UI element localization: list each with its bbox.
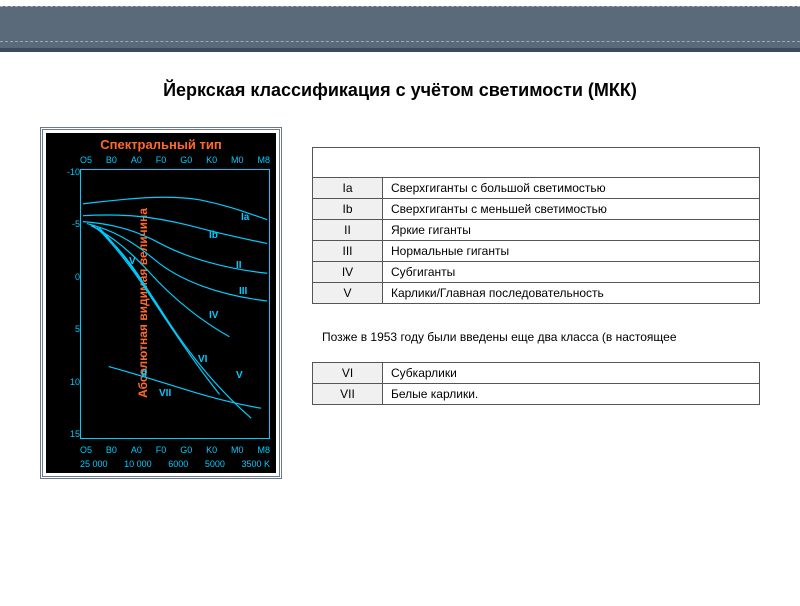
xcat: M8 xyxy=(257,445,270,455)
temp: 5000 xyxy=(205,459,225,469)
ytick: 0 xyxy=(66,272,80,282)
page-title: Йеркская классификация с учётом светимос… xyxy=(0,80,800,101)
right-column: IaСверхгиганты с большой светимостью IbС… xyxy=(312,127,760,405)
xcat: O5 xyxy=(80,445,92,455)
x-axis-bot: O5 B0 A0 F0 G0 K0 M0 M8 xyxy=(80,445,270,455)
x-axis-top: O5 B0 A0 F0 G0 K0 M0 M8 xyxy=(80,155,270,165)
class-cell: IV xyxy=(313,262,383,283)
label-VI: VI xyxy=(198,354,207,365)
xcat: B0 xyxy=(106,445,117,455)
table-row: VIСубкарлики xyxy=(313,363,760,384)
xcat: B0 xyxy=(106,155,117,165)
temperature-scale: 25 000 10 000 6000 5000 3500 K xyxy=(80,459,270,469)
chart-title: Спектральный тип xyxy=(46,137,276,152)
ytick: 10 xyxy=(66,377,80,387)
table1-header-gap xyxy=(312,147,760,177)
label-III: III xyxy=(239,286,247,297)
desc-cell: Сверхгиганты с большой светимостью xyxy=(383,178,760,199)
class-cell: Ib xyxy=(313,199,383,220)
class-cell: II xyxy=(313,220,383,241)
table-row: IIIНормальные гиганты xyxy=(313,241,760,262)
ytick: 15 xyxy=(66,429,80,439)
temp: 25 000 xyxy=(80,459,108,469)
desc-cell: Субкарлики xyxy=(383,363,760,384)
y-ticks: -10 -5 0 5 10 15 xyxy=(66,167,80,439)
xcat: K0 xyxy=(206,445,217,455)
label-Vt: V xyxy=(129,256,136,267)
desc-cell: Нормальные гиганты xyxy=(383,241,760,262)
table-row: IaСверхгиганты с большой светимостью xyxy=(313,178,760,199)
desc-cell: Сверхгиганты с меньшей светимостью xyxy=(383,199,760,220)
label-II: II xyxy=(236,260,242,271)
class-cell: V xyxy=(313,283,383,304)
class-cell: VI xyxy=(313,363,383,384)
luminosity-table-2: VIСубкарлики VIIБелые карлики. xyxy=(312,362,760,405)
xcat: M0 xyxy=(231,445,244,455)
label-Ib: Ib xyxy=(209,230,218,241)
curve-Ib xyxy=(83,215,267,243)
desc-cell: Яркие гиганты xyxy=(383,220,760,241)
luminosity-table-1: IaСверхгиганты с большой светимостью IbС… xyxy=(312,177,760,304)
chart-frame: Спектральный тип O5 B0 A0 F0 G0 K0 M0 M8… xyxy=(40,127,282,479)
curve-Ia xyxy=(83,197,267,219)
content: Спектральный тип O5 B0 A0 F0 G0 K0 M0 M8… xyxy=(0,127,800,479)
table-row: IVСубгиганты xyxy=(313,262,760,283)
label-d: d xyxy=(141,368,147,379)
xcat: F0 xyxy=(156,445,167,455)
xcat: G0 xyxy=(180,155,192,165)
xcat: A0 xyxy=(131,445,142,455)
xcat: O5 xyxy=(80,155,92,165)
label-Ia: Ia xyxy=(241,212,249,223)
xcat: K0 xyxy=(206,155,217,165)
table-row: VКарлики/Главная последовательность xyxy=(313,283,760,304)
desc-cell: Карлики/Главная последовательность xyxy=(383,283,760,304)
curve-VI xyxy=(97,228,220,395)
temp: 10 000 xyxy=(124,459,152,469)
ytick: -5 xyxy=(66,219,80,229)
xcat: A0 xyxy=(131,155,142,165)
label-IV: IV xyxy=(209,310,218,321)
curve-Vt xyxy=(93,226,172,329)
plot-area: Ia Ib II III IV V VI V VII d xyxy=(80,169,270,439)
class-cell: III xyxy=(313,241,383,262)
desc-cell: Белые карлики. xyxy=(383,384,760,405)
header-band xyxy=(0,6,800,52)
xcat: M0 xyxy=(231,155,244,165)
hr-diagram: Спектральный тип O5 B0 A0 F0 G0 K0 M0 M8… xyxy=(46,133,276,473)
ytick: -10 xyxy=(66,167,80,177)
header-band-inner xyxy=(0,6,800,42)
label-VII: VII xyxy=(159,388,171,399)
xcat: G0 xyxy=(180,445,192,455)
xcat: M8 xyxy=(257,155,270,165)
temp: 3500 K xyxy=(241,459,270,469)
class-cell: Ia xyxy=(313,178,383,199)
label-V: V xyxy=(236,370,243,381)
table-row: VIIБелые карлики. xyxy=(313,384,760,405)
table-row: IIЯркие гиганты xyxy=(313,220,760,241)
desc-cell: Субгиганты xyxy=(383,262,760,283)
class-cell: VII xyxy=(313,384,383,405)
table-row: IbСверхгиганты с меньшей светимостью xyxy=(313,199,760,220)
curves-svg xyxy=(81,170,269,438)
xcat: F0 xyxy=(156,155,167,165)
note-text: Позже в 1953 году были введены еще два к… xyxy=(312,330,760,344)
ytick: 5 xyxy=(66,324,80,334)
temp: 6000 xyxy=(168,459,188,469)
